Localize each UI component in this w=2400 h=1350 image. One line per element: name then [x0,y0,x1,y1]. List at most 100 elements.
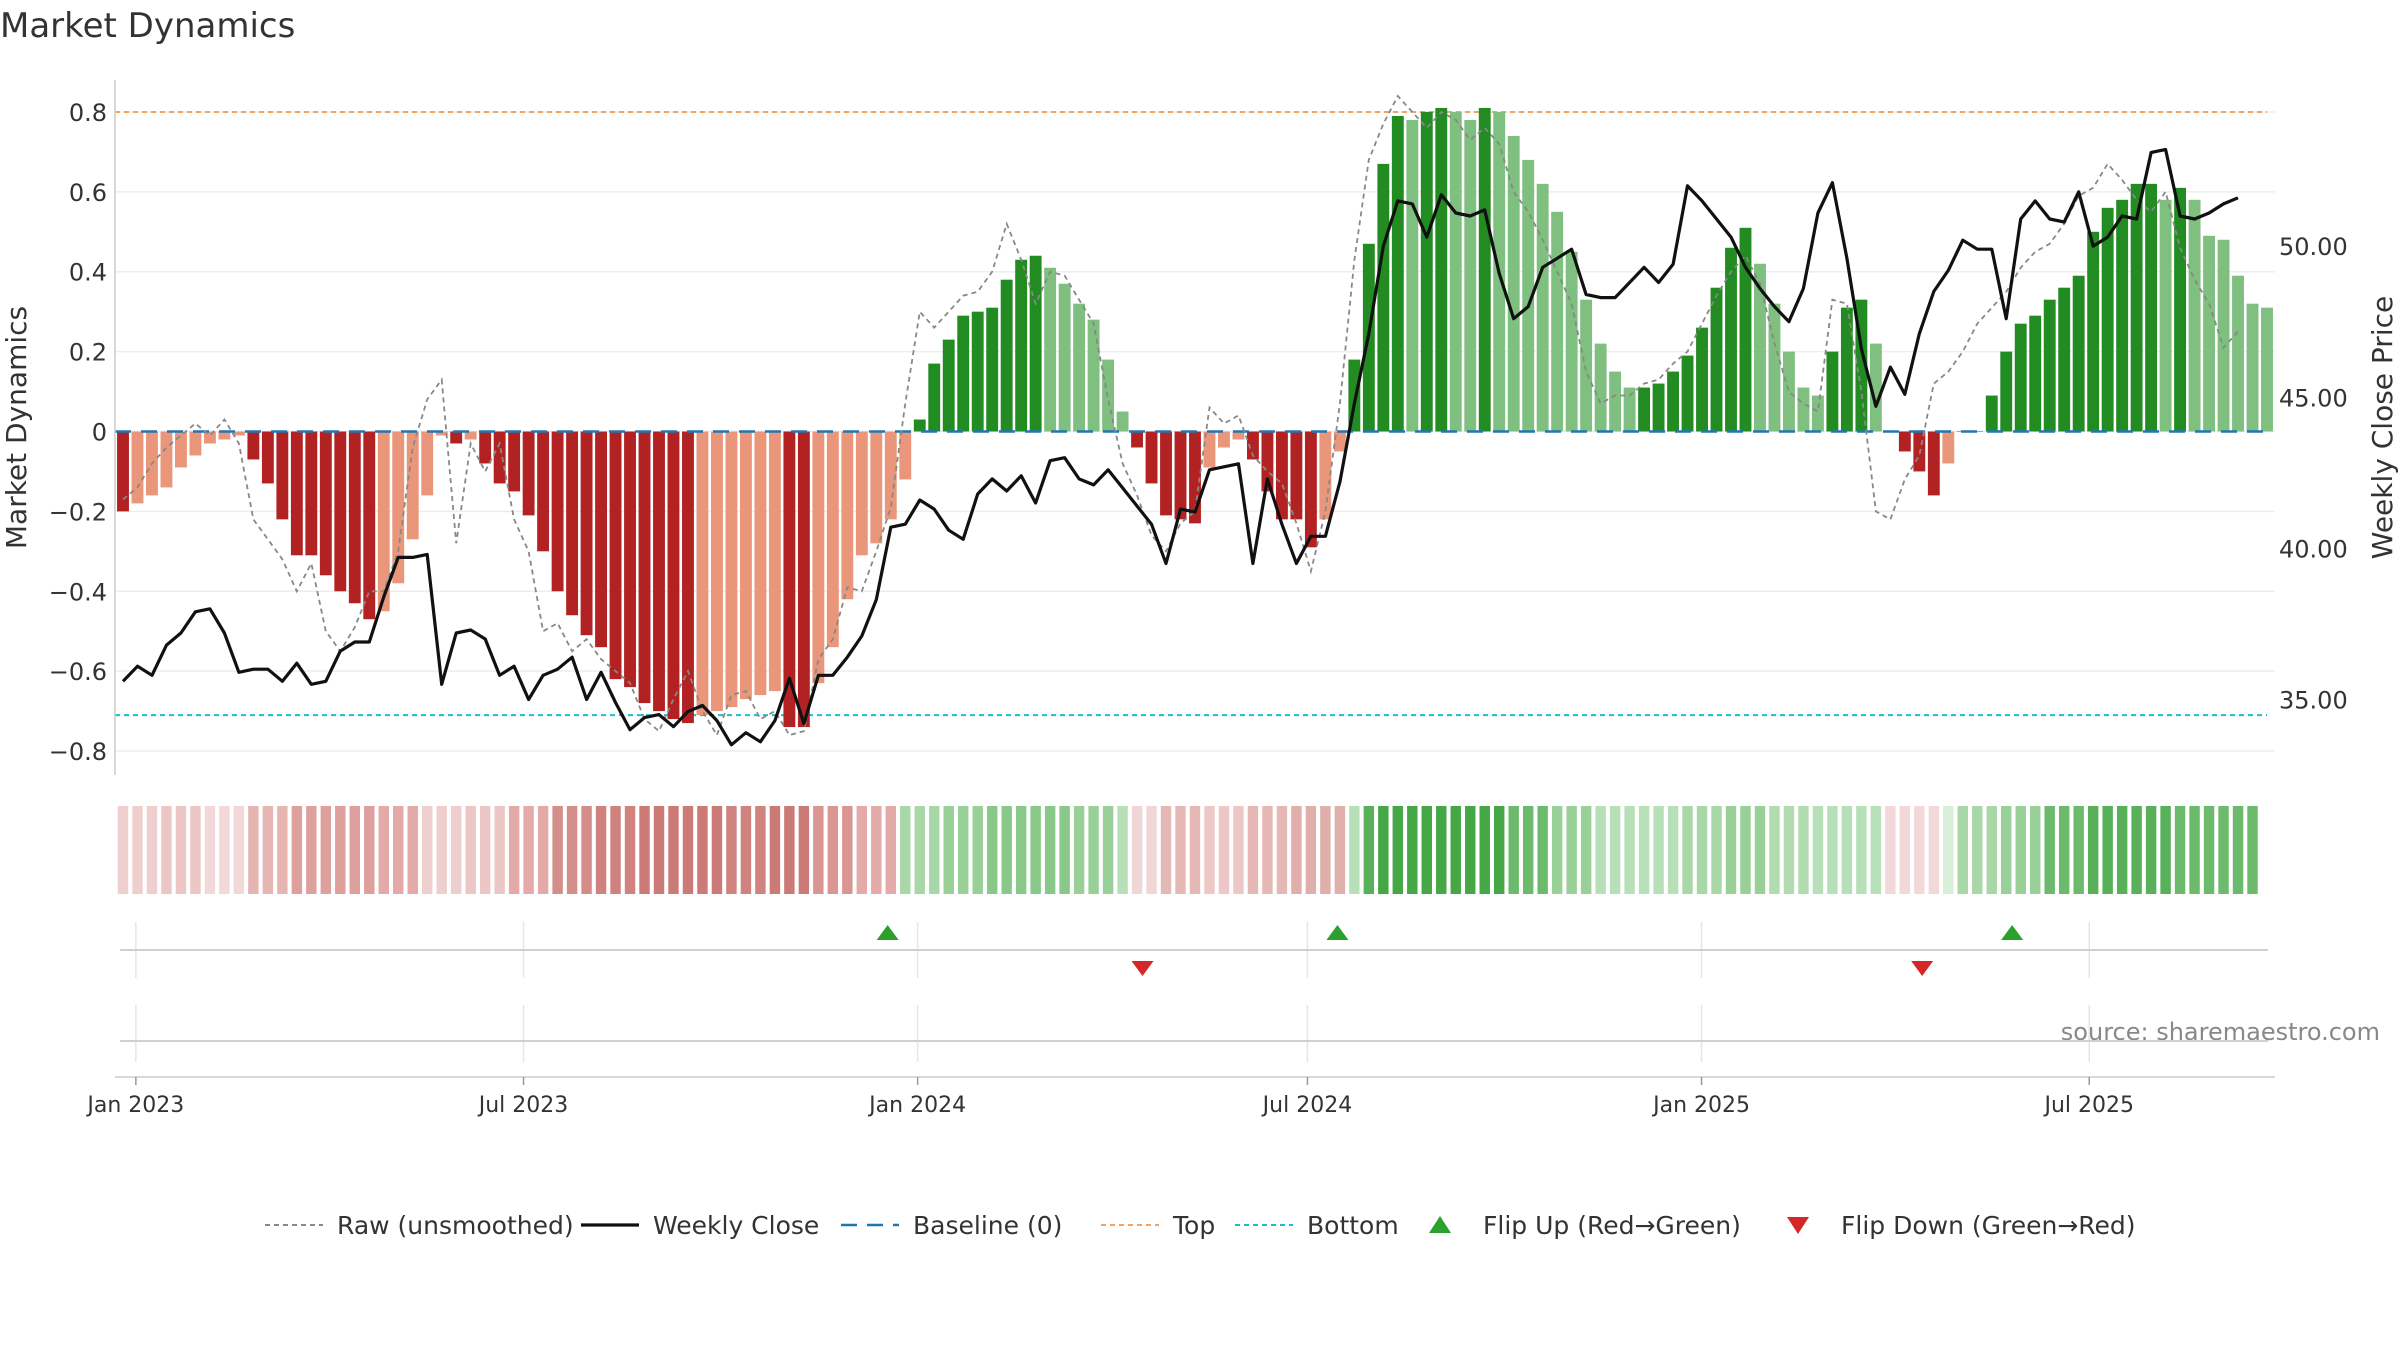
y-tick-label-left: 0 [92,418,107,446]
dynamics-bar [1116,411,1129,432]
dynamics-bar [493,431,506,484]
regime-cell [1407,806,1418,894]
regime-cell [1044,806,1056,894]
dynamics-bar [1594,343,1607,432]
dynamics-bar [1768,303,1781,432]
regime-cell [1160,806,1172,894]
legend-label: Weekly Close [653,1211,819,1240]
dynamics-bar [1449,111,1462,432]
regime-cell [827,806,839,894]
regime-cell [1957,806,1968,894]
dynamics-bar [2261,307,2273,432]
dynamics-bar [1797,387,1810,432]
regime-cell [422,806,433,894]
dynamics-bar [421,431,434,496]
dynamics-bar [711,431,723,712]
dynamics-bar [2072,275,2085,432]
regime-cell [320,806,332,894]
regime-cell [1320,806,1331,894]
dynamics-bar [2246,303,2259,432]
grid-layer: −0.8 −0.6 −0.4 −0.2 0 0.2 0.4 0.6 0.8 35.00 40.00 4… [49,99,2348,1062]
regime-cell [2218,806,2229,894]
regime-cell [1436,806,1447,894]
regime-cell [219,806,230,894]
regime-cell [842,806,853,894]
regime-cell [494,806,505,894]
regime-cell [117,806,129,894]
dynamics-bar [1145,431,1158,484]
regime-cell [1943,806,1954,894]
dynamics-bar [1667,371,1679,432]
regime-cell [450,806,462,894]
flip-up-marker [876,925,899,940]
regime-cell [262,806,274,894]
dynamics-bar [1377,163,1390,432]
regime-cell [407,806,418,894]
dynamics-bar [609,431,622,680]
dynamics-bar [624,431,636,688]
dynamics-bar [363,431,376,620]
dynamics-bar [667,431,680,720]
regime-cell [986,806,998,894]
dynamics-bar [203,431,216,444]
dynamics-bar [1073,303,1086,432]
dynamics-bar [1754,263,1766,432]
regime-cell [291,806,303,894]
dynamics-bar [2087,231,2100,432]
regime-cell [1711,806,1722,894]
dynamics-bar [377,431,390,612]
x-tick-label: Jul 2023 [477,1093,569,1118]
regime-cell [1812,806,1824,894]
dynamics-bar [1232,431,1245,440]
dynamics-bar [566,431,579,616]
dynamics-bar [595,431,607,648]
regime-cell [349,806,360,894]
dynamics-bar [1391,115,1404,432]
regime-cell [1305,806,1317,894]
regime-cell [2001,806,2012,894]
regime-cell [1638,806,1650,894]
x-tick-label: Jul 2025 [2042,1093,2134,1118]
dynamics-bar [1435,107,1448,432]
dynamics-bar [1985,395,1998,432]
regime-cell [726,806,737,894]
dynamics-bar [1710,287,1723,432]
dynamics-bar [1609,371,1622,432]
dynamics-bar [797,431,810,728]
legend-label: Baseline (0) [913,1211,1062,1240]
dynamics-bar [522,431,535,516]
dynamics-bar [1898,431,1911,452]
regime-cell [1870,806,1882,894]
regime-cell [1986,806,1997,894]
dynamics-bar [392,431,405,584]
dynamics-bar [2000,351,2013,432]
dynamics-bar [1058,283,1071,432]
dynamics-bar [305,431,318,556]
regime-cell [2160,806,2171,894]
regime-cell [1508,806,1519,894]
regime-cell [2189,806,2200,894]
legend-label: Flip Up (Red→Green) [1483,1211,1741,1240]
regime-cell [1378,806,1389,894]
y-tick-label-right: 35.00 [2279,686,2348,714]
dynamics-bar [1247,431,1259,460]
regime-cell [1972,806,1983,894]
regime-cell [885,806,896,894]
regime-cell [1059,806,1070,894]
dynamics-bar [2130,183,2143,432]
regime-cell [204,806,216,894]
regime-cell [2145,806,2157,894]
dynamics-bar [1406,119,1419,432]
dynamics-bar [334,431,347,592]
regime-cell [566,806,578,894]
regime-cell [1740,806,1751,894]
dynamics-bar [1304,431,1317,548]
dynamics-bar [261,431,274,484]
regime-cell [1827,806,1838,894]
regime-cell [1551,806,1563,894]
dynamics-bar [1261,431,1274,492]
regime-cell [1465,806,1476,894]
dynamics-bar [1855,299,1868,432]
regime-cell [1624,806,1635,894]
regime-cell [190,806,201,894]
